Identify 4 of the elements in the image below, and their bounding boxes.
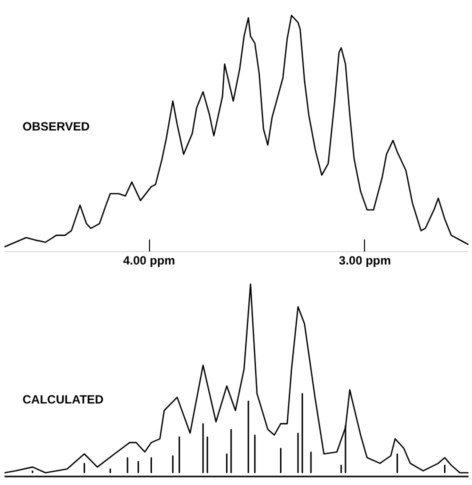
annotation: OBSERVED xyxy=(22,120,90,134)
x-tick-label: 3.00 ppm xyxy=(338,254,391,268)
x-tick-label: 4.00 ppm xyxy=(123,254,176,268)
annotation: CALCULATED xyxy=(22,392,104,406)
